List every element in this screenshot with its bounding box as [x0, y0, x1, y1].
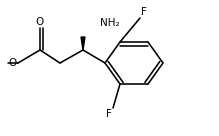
Text: NH₂: NH₂ — [100, 18, 120, 28]
Polygon shape — [81, 37, 85, 50]
Text: F: F — [141, 7, 147, 17]
Text: O: O — [9, 58, 17, 68]
Text: F: F — [106, 109, 112, 119]
Text: O: O — [36, 17, 44, 27]
